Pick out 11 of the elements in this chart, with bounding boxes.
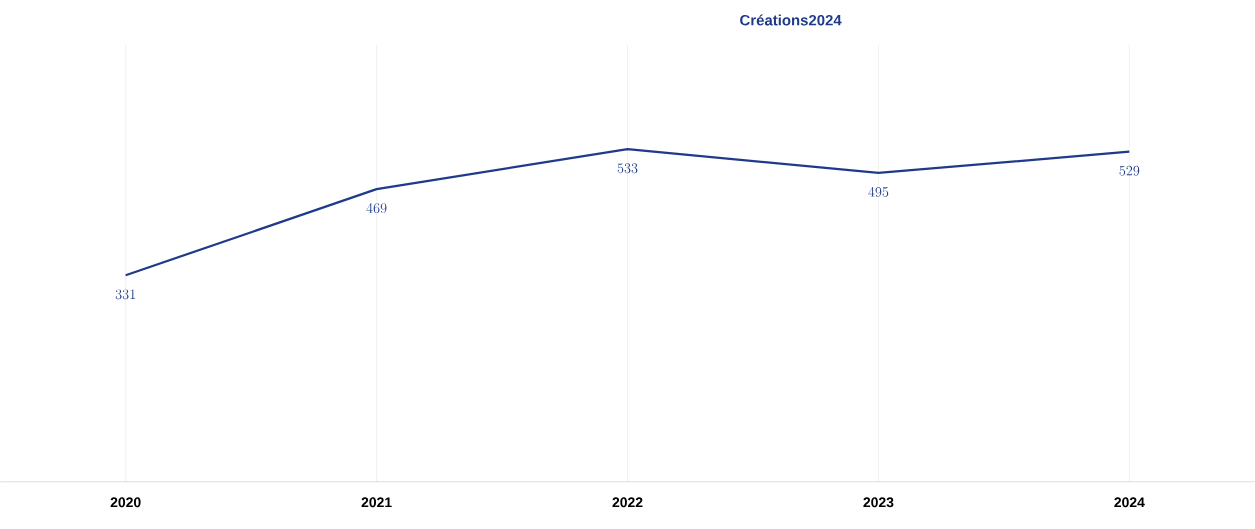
x-tick-label: 2023 [863, 497, 894, 508]
chart-title: Créations2024 [740, 14, 842, 26]
x-tick-label: 2021 [361, 497, 392, 508]
data-label: 331 [115, 289, 136, 300]
data-label: 495 [868, 186, 889, 197]
data-label: 469 [366, 203, 387, 214]
data-label: 533 [617, 163, 638, 174]
x-tick-label: 2024 [1114, 497, 1145, 508]
x-tick-label: 2022 [612, 497, 643, 508]
data-label: 529 [1119, 165, 1140, 176]
x-tick-label: 2020 [110, 497, 141, 508]
